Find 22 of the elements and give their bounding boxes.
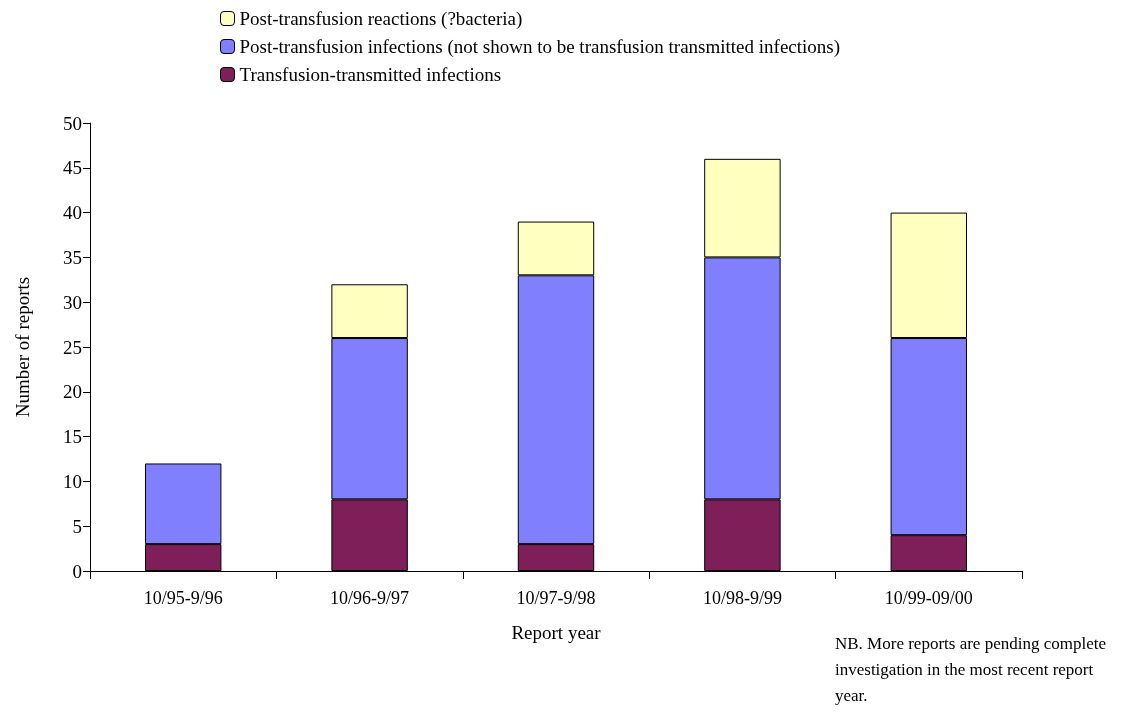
y-tick-label: 45 (63, 157, 82, 179)
x-tick-label: 10/98-9/99 (702, 588, 782, 608)
x-tick-label: 10/96-9/97 (330, 588, 410, 608)
y-axis-title: Number of reports (12, 276, 33, 418)
y-tick-label: 50 (63, 112, 82, 134)
x-axis-title: Report year (511, 622, 602, 643)
legend-label: Transfusion-transmitted infections (239, 64, 502, 85)
y-tick-label: 15 (63, 426, 82, 448)
x-tick-label: 10/99-09/00 (884, 588, 973, 608)
legend-label: Post-transfusion reactions (?bacteria) (239, 8, 523, 30)
text: NB. More reports are pending complete investigation in the most recent report year. (835, 633, 1111, 705)
y-tick-label: 10 (63, 470, 82, 492)
x-tick-label: 10/95-9/96 (143, 588, 223, 608)
x-tick-label: 10/97-9/98 (516, 588, 596, 608)
y-tick-label: 35 (63, 246, 82, 268)
y-tick-label: 5 (72, 515, 82, 537)
y-tick-label: 0 (72, 560, 82, 582)
y-tick-label: 40 (63, 202, 82, 224)
legend-label: Post-transfusion infections (not shown to be transfusion transmitted infections) (239, 36, 841, 58)
y-tick-label: 25 (63, 336, 82, 358)
y-tick-label: 20 (63, 381, 82, 403)
y-tick-label: 30 (63, 291, 82, 313)
